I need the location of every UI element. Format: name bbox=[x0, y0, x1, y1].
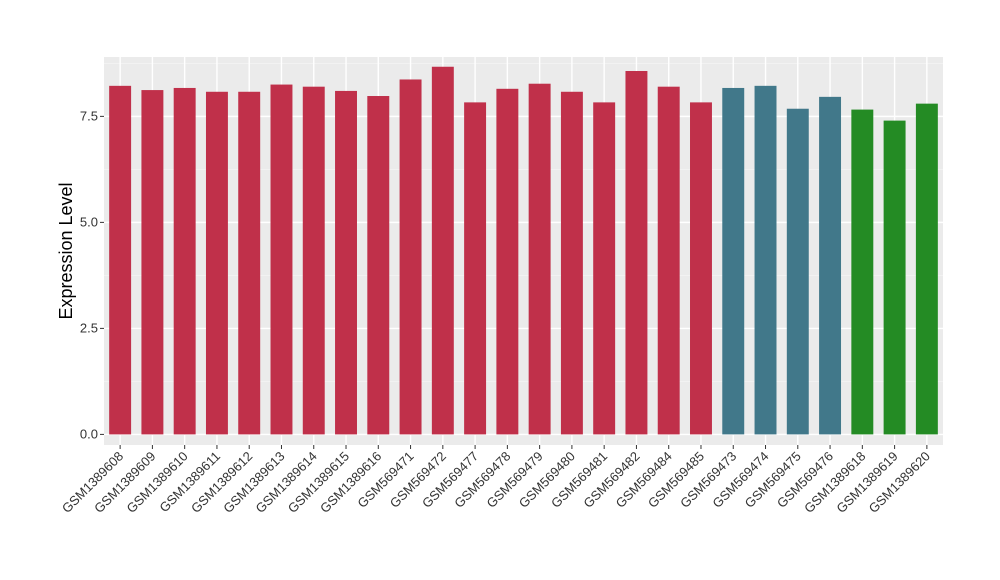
bar bbox=[883, 120, 906, 435]
y-tick-label: 0.0 bbox=[80, 426, 98, 441]
bar bbox=[367, 96, 390, 435]
y-tick-label: 7.5 bbox=[80, 108, 98, 123]
bar bbox=[819, 96, 842, 435]
bar bbox=[528, 83, 551, 435]
y-tick-label: 2.5 bbox=[80, 320, 98, 335]
bar bbox=[464, 102, 487, 435]
bar bbox=[335, 90, 357, 435]
bar bbox=[205, 91, 228, 435]
bar bbox=[431, 66, 454, 435]
bar bbox=[270, 84, 293, 435]
bar bbox=[657, 86, 680, 435]
bar bbox=[722, 87, 745, 435]
bar bbox=[399, 79, 422, 435]
bar bbox=[238, 91, 261, 435]
bar bbox=[109, 85, 132, 435]
bar bbox=[173, 87, 196, 435]
bar bbox=[851, 109, 874, 435]
bar bbox=[690, 102, 712, 435]
bar bbox=[302, 86, 325, 435]
y-axis-label: Expression Level bbox=[56, 182, 76, 319]
y-tick-label: 5.0 bbox=[80, 214, 98, 229]
x-axis: GSM1389608GSM1389609GSM1389610GSM1389611… bbox=[59, 445, 933, 516]
bar bbox=[915, 103, 938, 435]
bar bbox=[786, 108, 809, 435]
bar bbox=[754, 85, 777, 435]
bars bbox=[109, 66, 938, 435]
bar bbox=[625, 70, 648, 435]
bar bbox=[496, 88, 519, 435]
bar bbox=[141, 90, 164, 435]
bar bbox=[560, 91, 583, 435]
bar bbox=[593, 102, 616, 435]
y-axis: 0.0 2.5 5.0 7.5 bbox=[80, 108, 104, 441]
plot-panel bbox=[104, 57, 943, 445]
